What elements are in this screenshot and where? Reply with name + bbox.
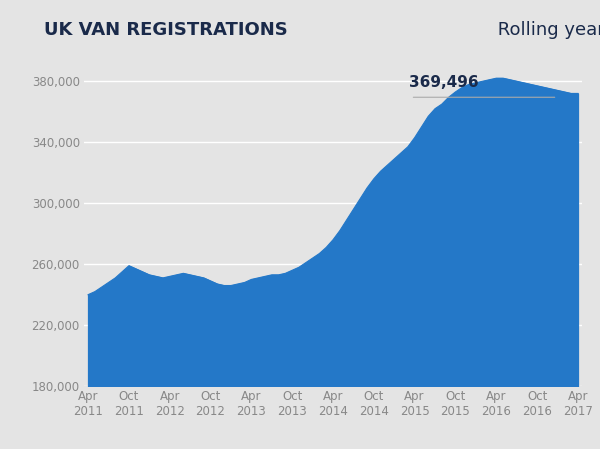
Text: 369,496: 369,496 bbox=[409, 75, 478, 90]
Text: Rolling year totals April 2011 to date: Rolling year totals April 2011 to date bbox=[493, 21, 600, 39]
Text: UK VAN REGISTRATIONS: UK VAN REGISTRATIONS bbox=[44, 21, 288, 39]
